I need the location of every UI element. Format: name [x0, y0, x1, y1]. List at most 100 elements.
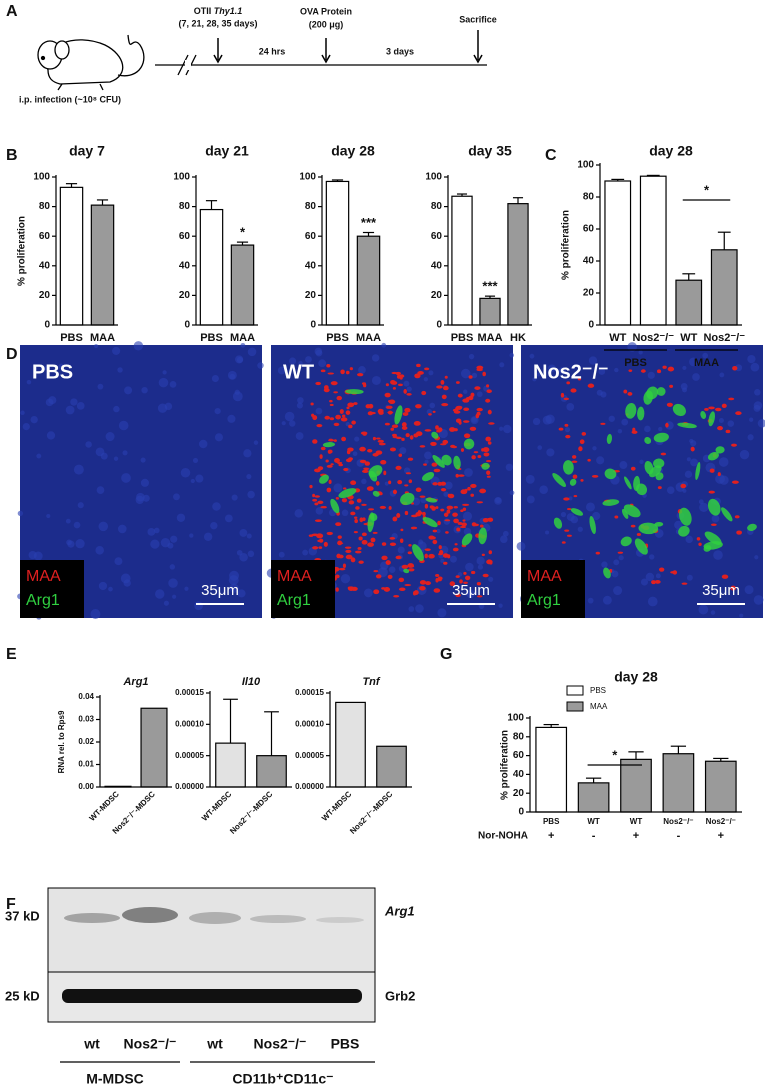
nucleus [753, 404, 761, 412]
nucleus [192, 457, 199, 464]
scale-label: 35μm [702, 582, 740, 599]
arg1-spot [431, 431, 439, 439]
nucleus [570, 515, 579, 524]
maa-spot [358, 560, 364, 564]
maa-spot [367, 448, 373, 453]
nucleus [757, 419, 765, 428]
arg1-spot [678, 525, 690, 537]
interval-label: 24 hrs [259, 46, 286, 56]
maa-spot [379, 505, 387, 509]
maa-spot [708, 490, 715, 494]
nucleus [352, 451, 358, 457]
x-tick-label: PBS [543, 817, 560, 826]
nucleus [588, 356, 598, 365]
nucleus [36, 453, 42, 459]
arg1-spot [589, 515, 596, 535]
maa-spot [424, 429, 432, 432]
maa-spot [398, 587, 406, 592]
treatment-sign: + [633, 830, 639, 842]
maa-spot [455, 406, 462, 410]
maa-spot [595, 551, 600, 555]
bar [704, 760, 737, 813]
maa-spot [435, 425, 439, 430]
maa-spot [564, 423, 569, 427]
maa-spot [323, 541, 328, 547]
arg1-spot [703, 541, 723, 550]
maa-spot [735, 411, 742, 416]
maa-spot [363, 467, 370, 471]
maa-spot [354, 516, 358, 519]
nucleus [499, 426, 504, 431]
maa-spot [383, 470, 387, 476]
nucleus [464, 468, 473, 477]
maa-spot [581, 432, 587, 436]
nucleus [341, 509, 349, 517]
nucleus [195, 474, 204, 483]
nucleus [289, 357, 297, 365]
bar [710, 249, 738, 326]
nucleus [682, 488, 687, 493]
y-tick-label: 0.00015 [175, 688, 204, 697]
maa-spot [443, 561, 448, 565]
marker: 25 kD [5, 988, 40, 1003]
maa-spot [385, 383, 389, 387]
nucleus [420, 496, 427, 504]
maa-spot [667, 366, 675, 372]
maa-spot [329, 417, 335, 421]
nucleus [95, 546, 104, 555]
arg1-spot [441, 454, 452, 466]
maa-spot [710, 523, 717, 526]
maa-spot [660, 452, 667, 456]
nucleus [428, 370, 434, 376]
maa-spot [486, 460, 492, 463]
maa-spot [486, 475, 491, 478]
maa-spot [470, 493, 475, 497]
maa-spot [345, 554, 353, 560]
nucleus [568, 496, 573, 501]
maa-spot [314, 519, 322, 522]
nucleus [229, 583, 239, 593]
maa-spot [630, 524, 636, 528]
nucleus [169, 381, 177, 388]
maa-spot [672, 570, 678, 575]
nucleus [235, 355, 244, 364]
maa-spot [441, 394, 447, 400]
arg1-spot [677, 422, 697, 429]
nucleus [685, 535, 693, 544]
y-tick-label: 100 [299, 172, 316, 183]
nucleus [155, 589, 165, 599]
nucleus [702, 352, 709, 359]
maa-spot [709, 468, 715, 473]
arg1-spot [656, 387, 666, 396]
nucleus [281, 421, 286, 426]
maa-spot [458, 474, 465, 477]
nucleus [587, 597, 594, 604]
maa-spot [404, 584, 412, 587]
arg1-spot [338, 488, 357, 499]
nucleus [153, 527, 160, 534]
nucleus [429, 402, 436, 409]
maa-spot [464, 575, 471, 581]
nucleus [77, 502, 84, 509]
maa-spot [439, 550, 444, 556]
nucleus [22, 422, 30, 431]
nucleus [141, 386, 148, 394]
maa-spot [485, 398, 491, 403]
maa-spot [314, 468, 321, 473]
maa-spot [314, 502, 319, 506]
bar [535, 726, 568, 813]
nucleus [377, 567, 388, 578]
arg1-spot [563, 460, 574, 475]
maa-spot [345, 410, 351, 415]
nucleus [26, 379, 32, 385]
maa-spot [311, 533, 319, 537]
maa-spot [428, 413, 432, 416]
maa-spot [370, 537, 376, 543]
nucleus [509, 490, 515, 496]
maa-spot [419, 586, 426, 591]
nucleus [194, 601, 203, 611]
nucleus [371, 375, 381, 385]
nucleus [638, 350, 643, 355]
nucleus [698, 499, 704, 505]
panel-label: E [6, 646, 17, 663]
